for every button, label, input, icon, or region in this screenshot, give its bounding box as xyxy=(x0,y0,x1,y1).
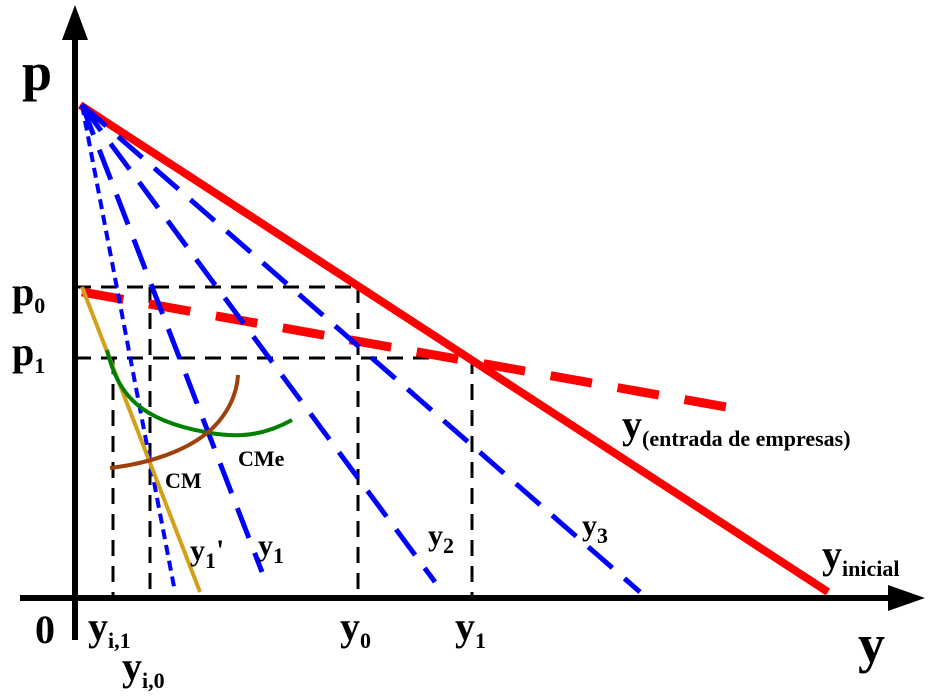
y1-label: y1 xyxy=(455,604,486,653)
axes xyxy=(20,5,925,640)
p1-label: p1 xyxy=(12,329,45,378)
y-inicial-label: yinicial xyxy=(822,532,899,581)
market-demand-initial-line xyxy=(77,101,831,596)
marginal-cost-curve xyxy=(109,374,240,470)
firm-demand-y2-line xyxy=(79,103,438,584)
yi1-label: yi,1 xyxy=(88,604,131,653)
firm-demand-y3-line xyxy=(80,103,642,594)
y1-firm-label: y1 xyxy=(258,529,284,568)
x-axis-arrowhead xyxy=(888,585,925,611)
y0-label: y0 xyxy=(340,604,371,653)
guide-lines xyxy=(75,285,474,598)
firm-demand-after-entry-line xyxy=(80,286,202,593)
y-entrada-label: y(entrada de empresas) xyxy=(622,402,851,451)
y3-label: y3 xyxy=(582,509,608,548)
average-cost-label: CMe xyxy=(238,446,285,471)
firm-demand-rays xyxy=(79,103,642,594)
y-axis-arrowhead xyxy=(62,5,88,40)
origin-label: 0 xyxy=(35,607,55,652)
quantity-axis-label: y xyxy=(858,614,885,674)
y2-label: y2 xyxy=(428,519,454,558)
market-curve-entry-line xyxy=(81,287,727,412)
marginal-cost-label: CM xyxy=(165,468,202,493)
firm-demand-y1-line xyxy=(79,104,265,573)
firm-demand-y1-prime-line xyxy=(80,104,177,593)
y1-prime-label: y1' xyxy=(190,534,224,573)
price-axis-label: p xyxy=(22,42,52,102)
yi0-label: yi,0 xyxy=(122,644,165,693)
average-cost-curve xyxy=(105,349,293,438)
p0-label: p0 xyxy=(12,269,45,318)
